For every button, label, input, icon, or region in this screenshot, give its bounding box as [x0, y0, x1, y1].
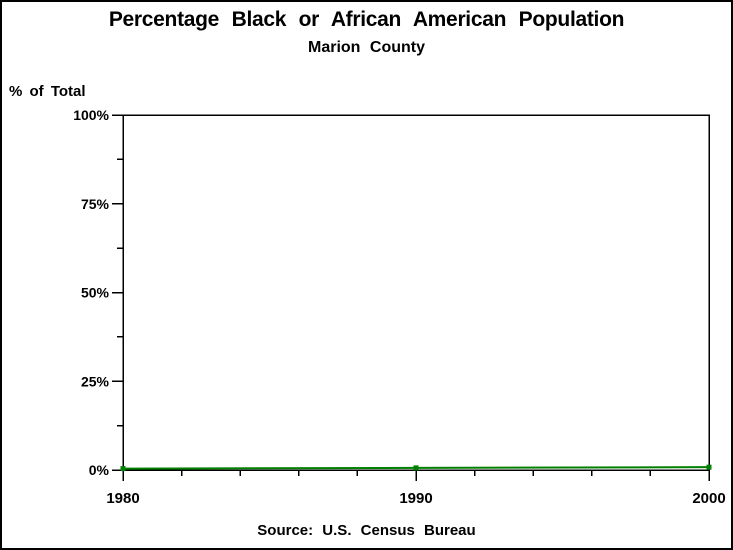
chart-title: Percentage Black or African American Pop…	[108, 8, 625, 31]
x-tick-label: 2000	[692, 490, 725, 507]
data-point-marker	[706, 464, 712, 470]
chart-subtitle: Marion County	[308, 39, 425, 56]
y-tick-label: 0%	[89, 462, 110, 478]
x-tick-label: 1980	[106, 490, 139, 507]
plot-frame	[122, 114, 710, 471]
y-tick-label: 25%	[81, 373, 110, 389]
source-note: Source: U.S. Census Bureau	[257, 522, 476, 539]
x-tick-label: 1990	[399, 490, 432, 507]
data-point-marker	[120, 466, 126, 472]
y-tick-label: 75%	[81, 196, 110, 212]
y-axis-title: % of Total	[9, 83, 86, 100]
y-tick-label: 100%	[73, 107, 109, 123]
data-point-marker	[413, 465, 419, 471]
y-tick-label: 50%	[81, 285, 110, 301]
